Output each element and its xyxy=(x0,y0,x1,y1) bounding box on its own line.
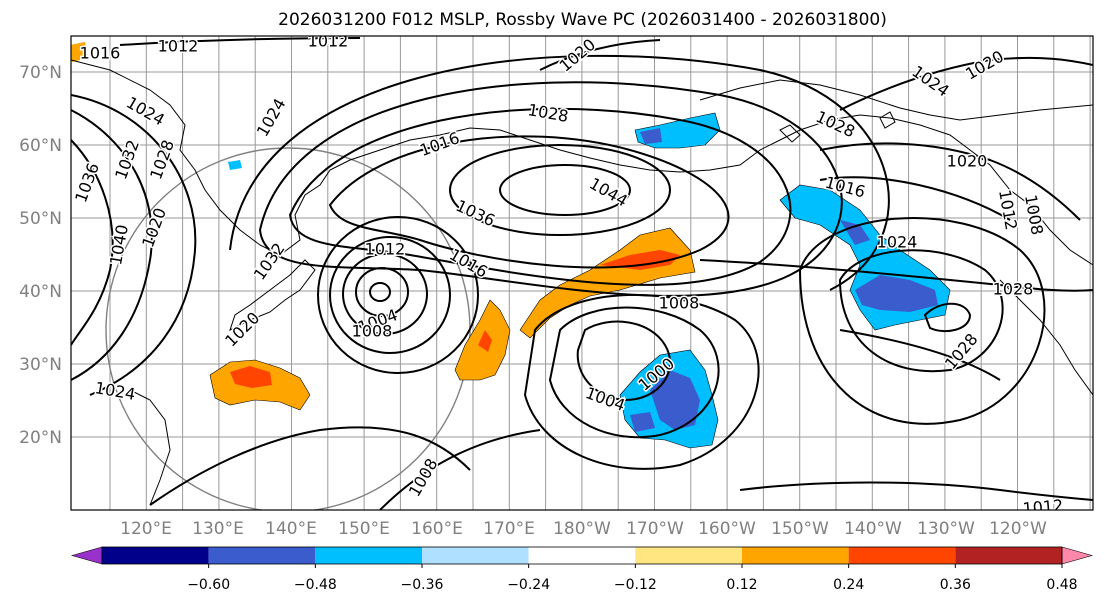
longitude-label: 170°E xyxy=(483,519,535,539)
contour-label: 1020 xyxy=(947,152,988,171)
colorbar-segment xyxy=(635,547,742,564)
colorbar-segment xyxy=(955,547,1062,564)
longitude-label: 150°W xyxy=(771,519,829,539)
contour-label: 1008 xyxy=(352,322,393,341)
latitude-label: 60°N xyxy=(19,136,62,156)
latitude-labels: 70°N 60°N 50°N 40°N 30°N 20°N xyxy=(19,63,62,448)
map-frame xyxy=(70,35,1094,511)
colorbar-tick-label: −0.36 xyxy=(401,577,444,593)
map-title: 2026031200 F012 MSLP, Rossby Wave PC (20… xyxy=(278,10,887,30)
contour-label: 1012 xyxy=(158,37,199,56)
longitude-label: 150°E xyxy=(338,519,390,539)
latitude-label: 70°N xyxy=(19,63,62,83)
colorbar-segment xyxy=(102,547,209,564)
latitude-label: 20°N xyxy=(19,428,62,448)
colorbar-segment xyxy=(208,547,316,564)
colorbar-tick-label: −0.12 xyxy=(614,577,657,593)
longitude-label: 170°W xyxy=(626,519,684,539)
colorbar: −0.60 −0.48 −0.36 −0.24 −0.12 0.12 0.24 0.36 0.4… xyxy=(70,546,1094,593)
latitude-label: 30°N xyxy=(19,355,62,375)
contour-label: 1012 xyxy=(1022,496,1064,518)
longitude-label: 130°W xyxy=(917,519,975,539)
longitude-label: 120°W xyxy=(989,519,1047,539)
colorbar-tick-label: −0.60 xyxy=(187,577,230,593)
longitude-label: 140°E xyxy=(265,519,317,539)
colorbar-tick-label: 0.36 xyxy=(940,577,971,593)
colorbar-extend-high xyxy=(1061,546,1094,565)
colorbar-tick-label: −0.24 xyxy=(507,577,550,593)
longitude-label: 130°E xyxy=(192,519,244,539)
longitude-label: 120°E xyxy=(120,519,172,539)
longitude-label: 180°W xyxy=(553,519,611,539)
colorbar-tick-label: 0.48 xyxy=(1046,577,1077,593)
colorbar-extend-low xyxy=(70,546,103,565)
contour-label: 1024 xyxy=(877,233,918,252)
latitude-label: 40°N xyxy=(19,282,62,302)
longitude-label: 160°E xyxy=(411,519,463,539)
contour-label: 1012 xyxy=(365,240,406,259)
contour-label: 1012 xyxy=(308,32,349,51)
contour-label: 1008 xyxy=(659,294,700,313)
colorbar-outline xyxy=(101,546,1063,565)
colorbar-segment xyxy=(315,547,422,564)
colorbar-segment xyxy=(742,547,849,564)
latitude-label: 50°N xyxy=(19,209,62,229)
longitude-labels: 120°E 130°E 140°E 150°E 160°E 170°E 180°W 170°W… xyxy=(120,519,1047,539)
mslp-contours xyxy=(71,37,1093,510)
colorbar-segment xyxy=(528,547,636,564)
contour-label: 1016 xyxy=(80,44,121,63)
colorbar-tick-label: 0.12 xyxy=(726,577,757,593)
contour-label: 1028 xyxy=(993,280,1034,299)
colorbar-segment xyxy=(848,547,956,564)
longitude-label: 160°W xyxy=(698,519,756,539)
colorbar-tick-label: 0.24 xyxy=(833,577,864,593)
colorbar-tick-label: −0.48 xyxy=(294,577,337,593)
longitude-label: 140°W xyxy=(844,519,902,539)
colorbar-segment xyxy=(422,547,529,564)
